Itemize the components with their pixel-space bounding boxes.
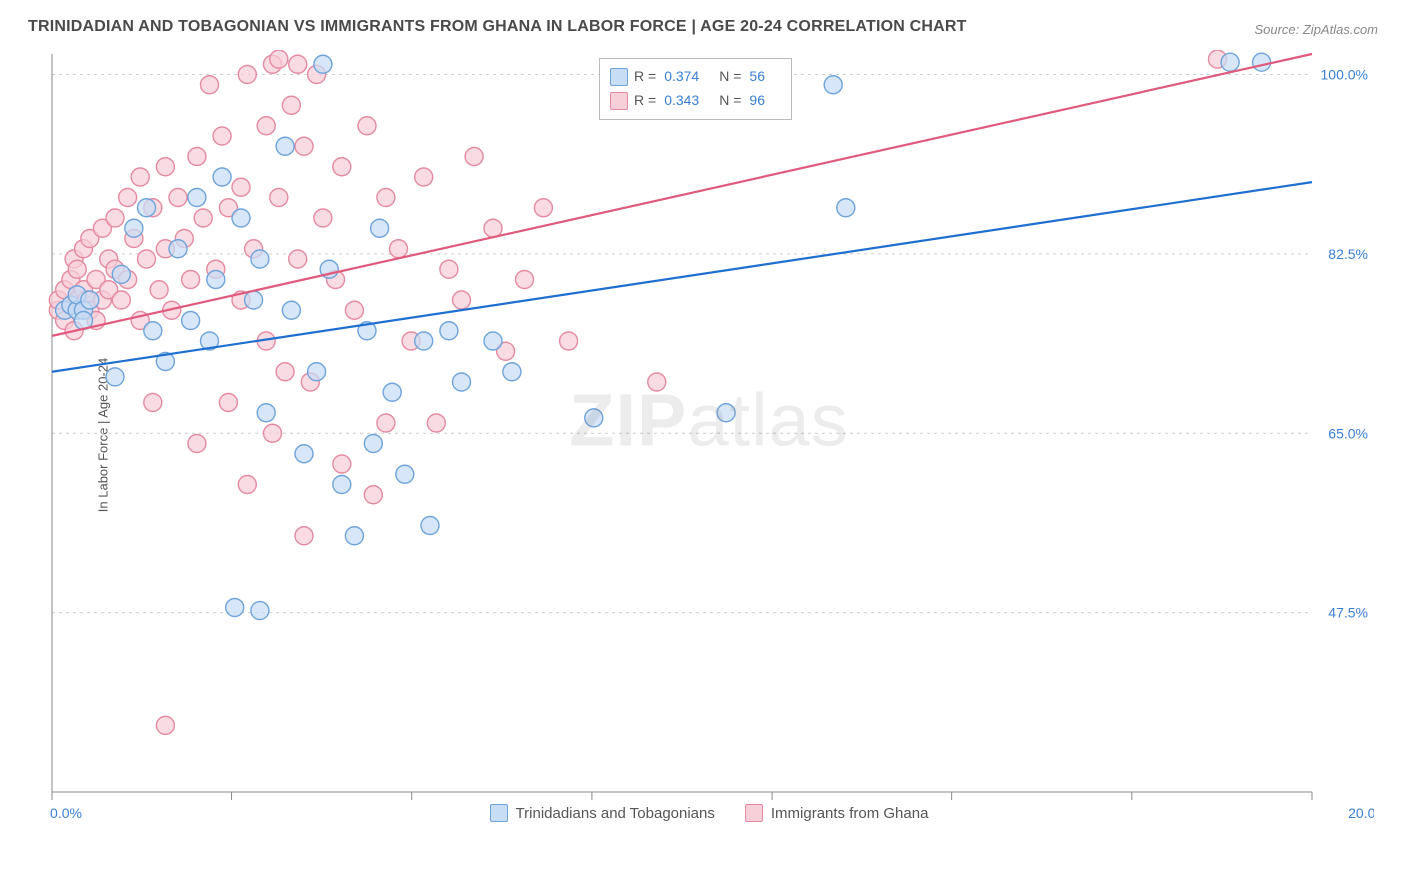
series-legend-item-1: Immigrants from Ghana	[745, 804, 929, 822]
legend-n-label-0: N =	[719, 65, 741, 89]
series-swatch-1	[745, 804, 763, 822]
correlation-legend: R = 0.374 N = 56 R = 0.343 N = 96	[599, 58, 792, 120]
legend-r-label-1: R =	[634, 89, 656, 113]
source-attribution: Source: ZipAtlas.com	[1254, 22, 1378, 37]
series-swatch-0	[490, 804, 508, 822]
series-legend-item-0: Trinidadians and Tobagonians	[490, 804, 715, 822]
series-label-1: Immigrants from Ghana	[771, 805, 929, 822]
legend-n-val-1: 96	[749, 89, 765, 113]
legend-n-label-1: N =	[719, 89, 741, 113]
legend-swatch-0	[610, 68, 628, 86]
svg-text:47.5%: 47.5%	[1328, 605, 1368, 621]
legend-swatch-1	[610, 92, 628, 110]
legend-n-val-0: 56	[749, 65, 765, 89]
svg-text:82.5%: 82.5%	[1328, 246, 1368, 262]
series-legend: Trinidadians and Tobagonians Immigrants …	[44, 804, 1374, 822]
legend-r-label-0: R =	[634, 65, 656, 89]
scatter-chart-svg: 47.5%65.0%82.5%100.0%0.0%20.0%	[44, 50, 1374, 820]
legend-row-1: R = 0.343 N = 96	[610, 89, 779, 113]
legend-row-0: R = 0.374 N = 56	[610, 65, 779, 89]
svg-text:100.0%: 100.0%	[1321, 67, 1368, 83]
series-label-0: Trinidadians and Tobagonians	[516, 805, 715, 822]
legend-r-val-1: 0.343	[664, 89, 699, 113]
chart-title: TRINIDADIAN AND TOBAGONIAN VS IMMIGRANTS…	[28, 18, 967, 36]
svg-text:65.0%: 65.0%	[1328, 425, 1368, 441]
legend-r-val-0: 0.374	[664, 65, 699, 89]
plot-area: In Labor Force | Age 20-24 47.5%65.0%82.…	[44, 50, 1374, 820]
